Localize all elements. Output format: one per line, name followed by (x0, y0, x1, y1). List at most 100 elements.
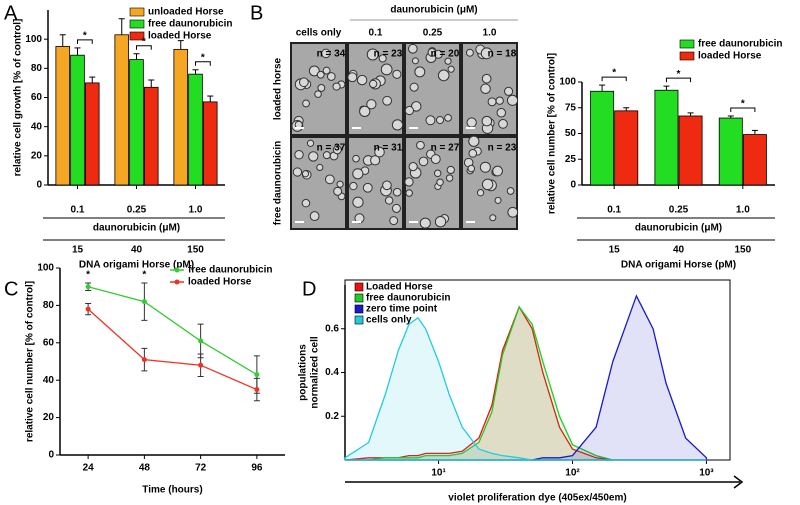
cell (382, 180, 392, 191)
y-tick-label: 0.6 (325, 323, 339, 334)
row-label: free daunorubicin (273, 141, 284, 225)
significance-bracket (195, 61, 211, 66)
y-tick-label: 0.4 (325, 367, 339, 378)
cell (362, 182, 373, 193)
panel-letter: A (4, 2, 18, 24)
y-tick-label: 75 (565, 102, 577, 113)
significance-label: * (677, 69, 681, 80)
cell (391, 203, 401, 213)
x-axis-label: daunorubicin (μM) (635, 223, 722, 234)
y-tick-label: 60 (43, 337, 55, 348)
cell (366, 99, 377, 110)
row-label: loaded horse (273, 57, 284, 120)
bar (84, 82, 100, 186)
cell (308, 65, 320, 77)
cell (352, 168, 364, 180)
panel-letter: C (4, 278, 18, 300)
cell (496, 107, 507, 118)
cell (356, 74, 368, 86)
cell (352, 154, 360, 163)
cell-count: n = 20 (431, 49, 460, 60)
cell (332, 145, 342, 155)
legend-marker (174, 267, 180, 273)
significance-bracket (77, 39, 93, 44)
cell (437, 69, 450, 82)
cell (324, 174, 335, 185)
cell (446, 165, 455, 175)
cell (476, 189, 485, 197)
legend-swatch (354, 293, 364, 303)
legend-label: zero time point (366, 304, 438, 315)
y-tick-label: 25 (565, 154, 577, 165)
cell (332, 82, 341, 91)
cell (380, 63, 393, 76)
cell (306, 139, 315, 147)
cell (382, 95, 393, 106)
significance-bracket (136, 45, 152, 50)
cell (487, 97, 497, 107)
bar (173, 48, 189, 186)
marker (254, 387, 260, 393)
x-tick-label: 0.1 (71, 205, 85, 216)
cell (418, 156, 429, 167)
cell (326, 72, 336, 81)
cell (444, 113, 452, 122)
cell (316, 163, 324, 172)
cell-count: n = 23 (488, 143, 517, 154)
cell (336, 180, 344, 188)
y-tick-label: 100 (25, 34, 42, 45)
cell (494, 196, 502, 204)
y-tick-label: 80 (31, 63, 43, 74)
cell (414, 66, 426, 78)
cell (419, 217, 431, 229)
y-tick-label: 0 (570, 180, 576, 191)
x-axis-label: Time (hours) (142, 485, 202, 496)
cell (416, 140, 425, 150)
cell (322, 66, 331, 75)
cell (408, 162, 418, 172)
marker (141, 299, 147, 305)
marker (85, 306, 91, 312)
bar (202, 101, 218, 186)
bar (55, 46, 71, 186)
y-tick-label: 50 (565, 128, 577, 139)
cell (301, 170, 310, 178)
legend-label: Loaded Horse (366, 282, 433, 293)
cell (480, 47, 493, 60)
bar (742, 134, 767, 186)
cell (436, 178, 444, 187)
cell (467, 164, 476, 173)
cell (466, 117, 477, 128)
cell-count: n = 18 (488, 49, 517, 60)
cell (392, 69, 402, 79)
legend-label: loaded Horse (148, 31, 212, 42)
x2-axis-label: DNA origami Horse (pM) (79, 260, 194, 271)
x-tick-label: 1.0 (189, 205, 203, 216)
bar (114, 34, 130, 186)
histogram-area (344, 316, 707, 461)
series-line (87, 286, 258, 376)
bar (614, 110, 639, 186)
y-tick-label: 80 (43, 300, 55, 311)
y-tick-label: 40 (43, 375, 55, 386)
column-label: 0.25 (423, 28, 443, 39)
legend-swatch (679, 51, 695, 61)
cell (481, 73, 492, 84)
cell (495, 96, 504, 105)
y-axis-label: normalized cell (310, 336, 321, 408)
legend-swatch (129, 7, 145, 17)
significance-label: * (83, 31, 87, 42)
cell (481, 115, 493, 127)
arrow-head (733, 475, 744, 489)
legend-label: free daunorubicin (698, 39, 782, 50)
x-tick-label: 10¹ (431, 468, 446, 479)
legend-swatch (129, 19, 145, 29)
cell (333, 186, 343, 196)
y-tick-label: 0 (48, 450, 54, 461)
cell (425, 115, 436, 126)
significance-label: * (142, 36, 146, 47)
y-tick-label: 40 (31, 121, 43, 132)
significance-label: * (201, 52, 205, 63)
legend-swatch (679, 39, 695, 49)
